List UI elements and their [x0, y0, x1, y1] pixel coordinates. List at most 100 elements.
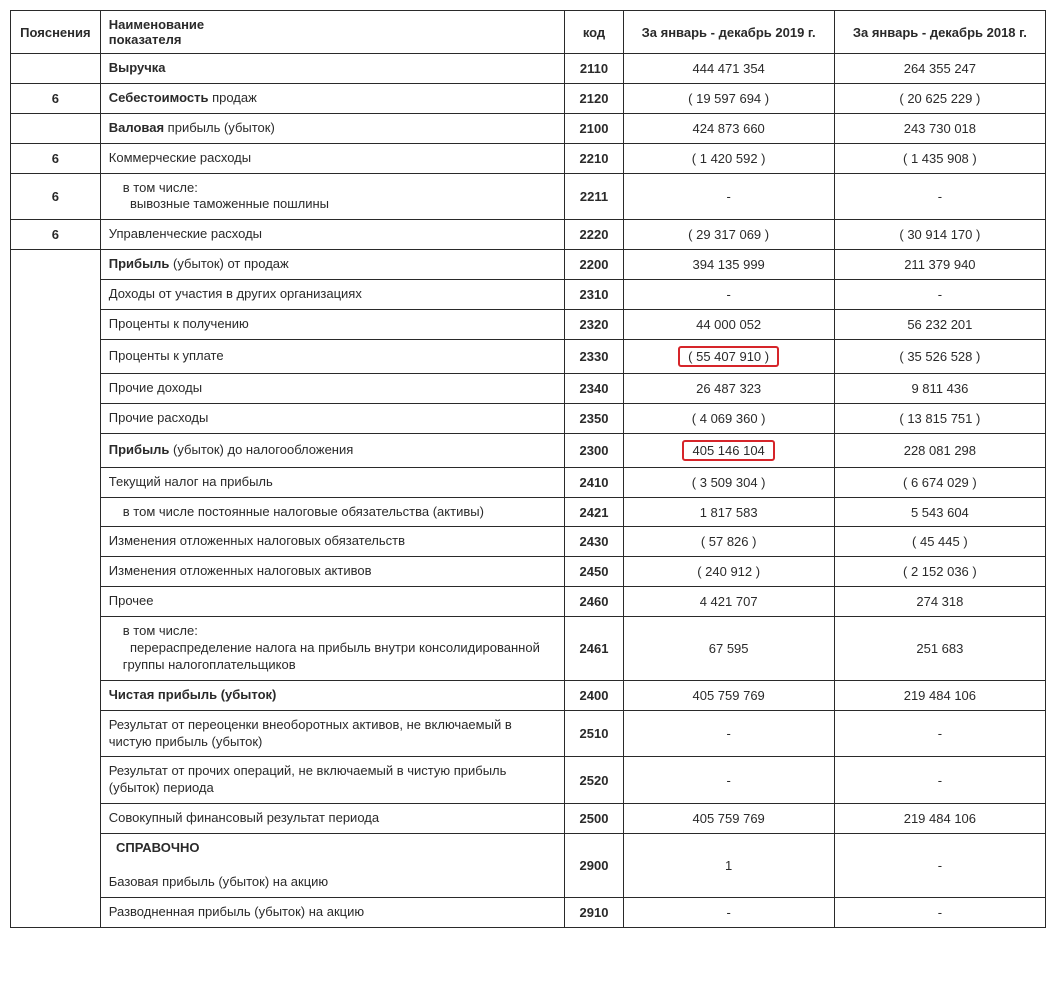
- table-row: Валовая прибыль (убыток)2100424 873 6602…: [11, 113, 1046, 143]
- value-2018-cell: -: [834, 834, 1045, 898]
- income-statement-table: Пояснения Наименование показателя код За…: [10, 10, 1046, 928]
- value-2018-cell: 243 730 018: [834, 113, 1045, 143]
- value-2019-cell: -: [623, 757, 834, 804]
- table-row: Прочие доходы234026 487 3239 811 436: [11, 373, 1046, 403]
- table-row: Доходы от участия в других организациях2…: [11, 280, 1046, 310]
- name-cell: в том числе постоянные налоговые обязате…: [100, 497, 565, 527]
- name-cell: Результат от прочих операций, не включае…: [100, 757, 565, 804]
- table-row: Проценты к уплате2330 ( 55 407 910 ) ( 35 …: [11, 339, 1046, 373]
- name-cell: Управленческие расходы: [100, 220, 565, 250]
- code-cell: 2320: [565, 310, 623, 340]
- highlight-box: 405 146 104: [682, 440, 774, 461]
- code-cell: 2300: [565, 433, 623, 467]
- value-2018-cell: -: [834, 173, 1045, 220]
- name-cell: Текущий налог на прибыль: [100, 467, 565, 497]
- code-cell: 2410: [565, 467, 623, 497]
- value-2018-cell: 219 484 106: [834, 680, 1045, 710]
- value-2018-cell: ( 13 815 751 ): [834, 403, 1045, 433]
- note-cell: [11, 250, 101, 927]
- table-row: Выручка2110444 471 354264 355 247: [11, 54, 1046, 84]
- value-2018-cell: ( 30 914 170 ): [834, 220, 1045, 250]
- value-2019-cell: 444 471 354: [623, 54, 834, 84]
- code-cell: 2330: [565, 339, 623, 373]
- header-name-line1: Наименование: [109, 17, 204, 32]
- value-2019-cell: ( 240 912 ): [623, 557, 834, 587]
- name-cell: Валовая прибыль (убыток): [100, 113, 565, 143]
- value-2019-cell: 1: [623, 834, 834, 898]
- value-2019-cell: -: [623, 897, 834, 927]
- value-2018-cell: -: [834, 897, 1045, 927]
- name-cell: Проценты к получению: [100, 310, 565, 340]
- table-row: 6Коммерческие расходы2210( 1 420 592 )( …: [11, 143, 1046, 173]
- value-2018-cell: 56 232 201: [834, 310, 1045, 340]
- table-row: Изменения отложенных налоговых активов24…: [11, 557, 1046, 587]
- code-cell: 2500: [565, 804, 623, 834]
- name-cell: Прибыль (убыток) до налогообложения: [100, 433, 565, 467]
- table-row: Прочие расходы2350( 4 069 360 )( 13 815 …: [11, 403, 1046, 433]
- code-cell: 2210: [565, 143, 623, 173]
- value-2018-cell: -: [834, 710, 1045, 757]
- note-cell: 6: [11, 143, 101, 173]
- table-row: в том числе постоянные налоговые обязате…: [11, 497, 1046, 527]
- code-cell: 2220: [565, 220, 623, 250]
- value-2018-cell: 5 543 604: [834, 497, 1045, 527]
- code-cell: 2110: [565, 54, 623, 84]
- name-cell: Совокупный финансовый результат периода: [100, 804, 565, 834]
- code-cell: 2910: [565, 897, 623, 927]
- name-cell: Разводненная прибыль (убыток) на акцию: [100, 897, 565, 927]
- note-cell: 6: [11, 83, 101, 113]
- code-cell: 2450: [565, 557, 623, 587]
- code-cell: 2461: [565, 617, 623, 681]
- value-2018-cell: ( 2 152 036 ): [834, 557, 1045, 587]
- name-cell: Выручка: [100, 54, 565, 84]
- code-cell: 2510: [565, 710, 623, 757]
- header-2019: За январь - декабрь 2019 г.: [623, 11, 834, 54]
- table-row: 6Управленческие расходы2220( 29 317 069 …: [11, 220, 1046, 250]
- table-row: Разводненная прибыль (убыток) на акцию29…: [11, 897, 1046, 927]
- value-2019-cell: 405 759 769: [623, 680, 834, 710]
- value-2018-cell: ( 35 526 528 ): [834, 339, 1045, 373]
- note-cell: [11, 113, 101, 143]
- code-cell: 2430: [565, 527, 623, 557]
- value-2019-cell: 44 000 052: [623, 310, 834, 340]
- value-2019-cell: ( 19 597 694 ): [623, 83, 834, 113]
- name-cell: Проценты к уплате: [100, 339, 565, 373]
- name-cell: Результат от переоценки внеоборотных акт…: [100, 710, 565, 757]
- header-notes: Пояснения: [11, 11, 101, 54]
- value-2018-cell: 228 081 298: [834, 433, 1045, 467]
- value-2019-cell: ( 4 069 360 ): [623, 403, 834, 433]
- table-row: Прибыль (убыток) от продаж2200394 135 99…: [11, 250, 1046, 280]
- value-2018-cell: 9 811 436: [834, 373, 1045, 403]
- note-cell: 6: [11, 173, 101, 220]
- value-2019-cell: ( 1 420 592 ): [623, 143, 834, 173]
- header-code: код: [565, 11, 623, 54]
- name-cell: Себестоимость продаж: [100, 83, 565, 113]
- table-row: Прочее24604 421 707274 318: [11, 587, 1046, 617]
- table-row: 6Себестоимость продаж2120( 19 597 694 )(…: [11, 83, 1046, 113]
- code-cell: 2421: [565, 497, 623, 527]
- value-2018-cell: ( 1 435 908 ): [834, 143, 1045, 173]
- value-2018-cell: ( 20 625 229 ): [834, 83, 1045, 113]
- value-2018-cell: -: [834, 280, 1045, 310]
- header-2018: За январь - декабрь 2018 г.: [834, 11, 1045, 54]
- name-cell: Коммерческие расходы: [100, 143, 565, 173]
- highlight-box: ( 55 407 910 ): [678, 346, 779, 367]
- value-2018-cell: ( 45 445 ): [834, 527, 1045, 557]
- code-cell: 2520: [565, 757, 623, 804]
- table-header-row: Пояснения Наименование показателя код За…: [11, 11, 1046, 54]
- table-row: Чистая прибыль (убыток)2400405 759 76921…: [11, 680, 1046, 710]
- table-row: в том числе: перераспределение налога на…: [11, 617, 1046, 681]
- value-2019-cell: 1 817 583: [623, 497, 834, 527]
- code-cell: 2460: [565, 587, 623, 617]
- name-cell: в том числе: перераспределение налога на…: [100, 617, 565, 681]
- table-row: СПРАВОЧНОБазовая прибыль (убыток) на акц…: [11, 834, 1046, 898]
- table-row: Текущий налог на прибыль2410( 3 509 304 …: [11, 467, 1046, 497]
- value-2019-cell: ( 29 317 069 ): [623, 220, 834, 250]
- value-2019-cell: 4 421 707: [623, 587, 834, 617]
- name-cell: Чистая прибыль (убыток): [100, 680, 565, 710]
- value-2018-cell: 264 355 247: [834, 54, 1045, 84]
- code-cell: 2310: [565, 280, 623, 310]
- header-name: Наименование показателя: [100, 11, 565, 54]
- value-2018-cell: 274 318: [834, 587, 1045, 617]
- value-2018-cell: -: [834, 757, 1045, 804]
